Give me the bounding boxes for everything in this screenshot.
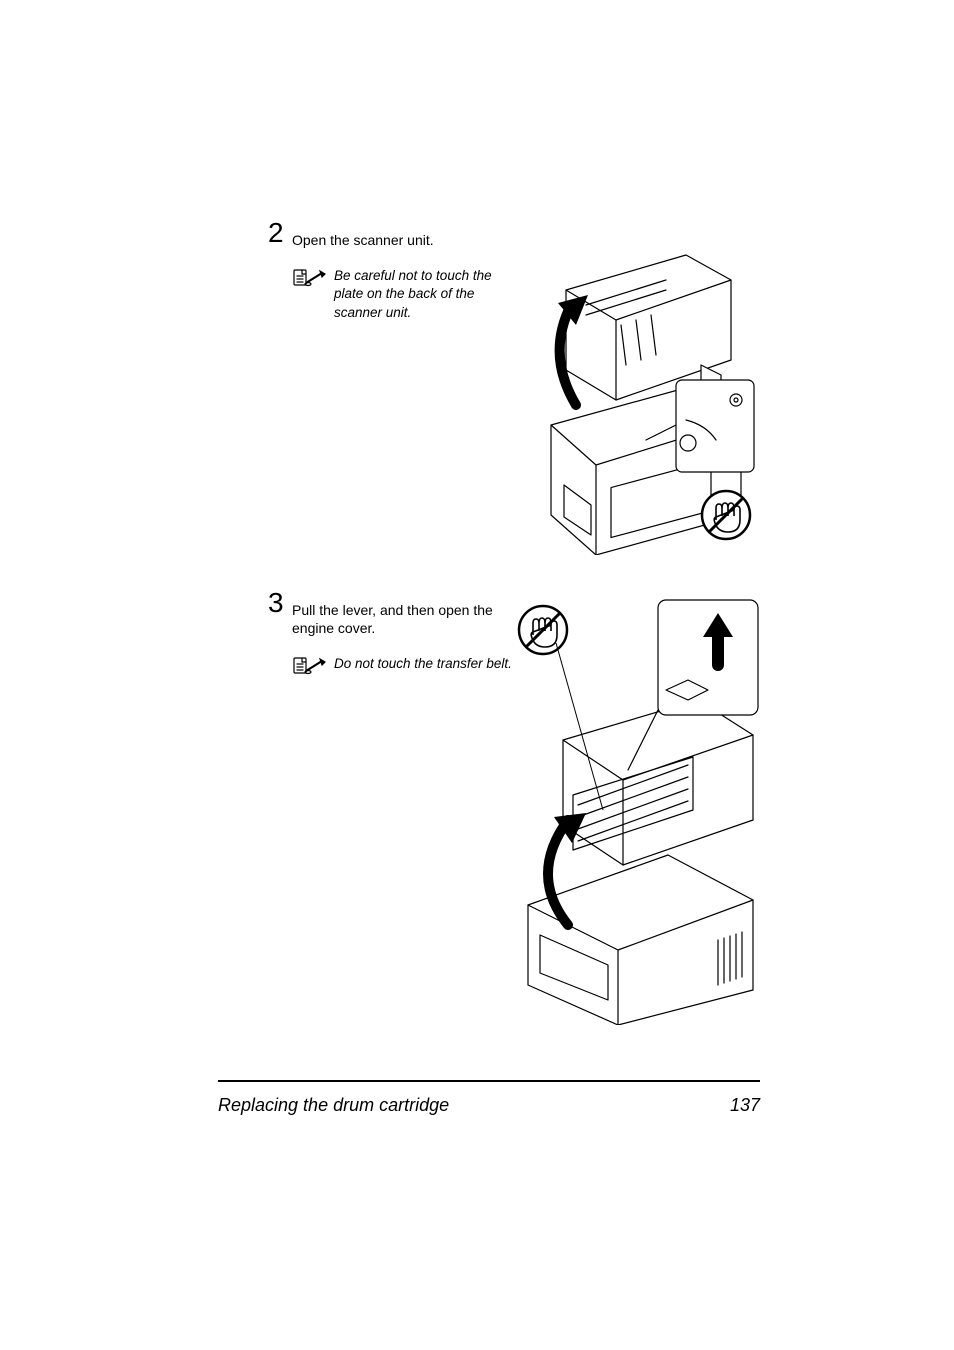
note-icon [292, 267, 326, 289]
page-footer: Replacing the drum cartridge 137 [218, 1095, 760, 1116]
step-3: 3 Pull the lever, and then open the engi… [268, 595, 760, 1025]
note-icon [292, 655, 326, 677]
illustration-step-3 [508, 595, 768, 1025]
footer-page-number: 137 [730, 1095, 760, 1116]
footer-rule [218, 1080, 760, 1082]
content-area: 2 Open the scanner unit. [268, 225, 760, 1065]
footer-section-title: Replacing the drum cartridge [218, 1095, 449, 1116]
note-text: Be careful not to touch the plate on the… [334, 267, 514, 322]
illustration-step-2 [516, 225, 766, 555]
step-instruction: Open the scanner unit. [292, 225, 522, 249]
step-number: 2 [268, 217, 284, 249]
step-number: 3 [268, 587, 284, 619]
note-text: Do not touch the transfer belt. [334, 655, 512, 673]
step-instruction: Pull the lever, and then open the engine… [292, 595, 522, 637]
page: 2 Open the scanner unit. [0, 0, 954, 1350]
step-2: 2 Open the scanner unit. [268, 225, 760, 555]
